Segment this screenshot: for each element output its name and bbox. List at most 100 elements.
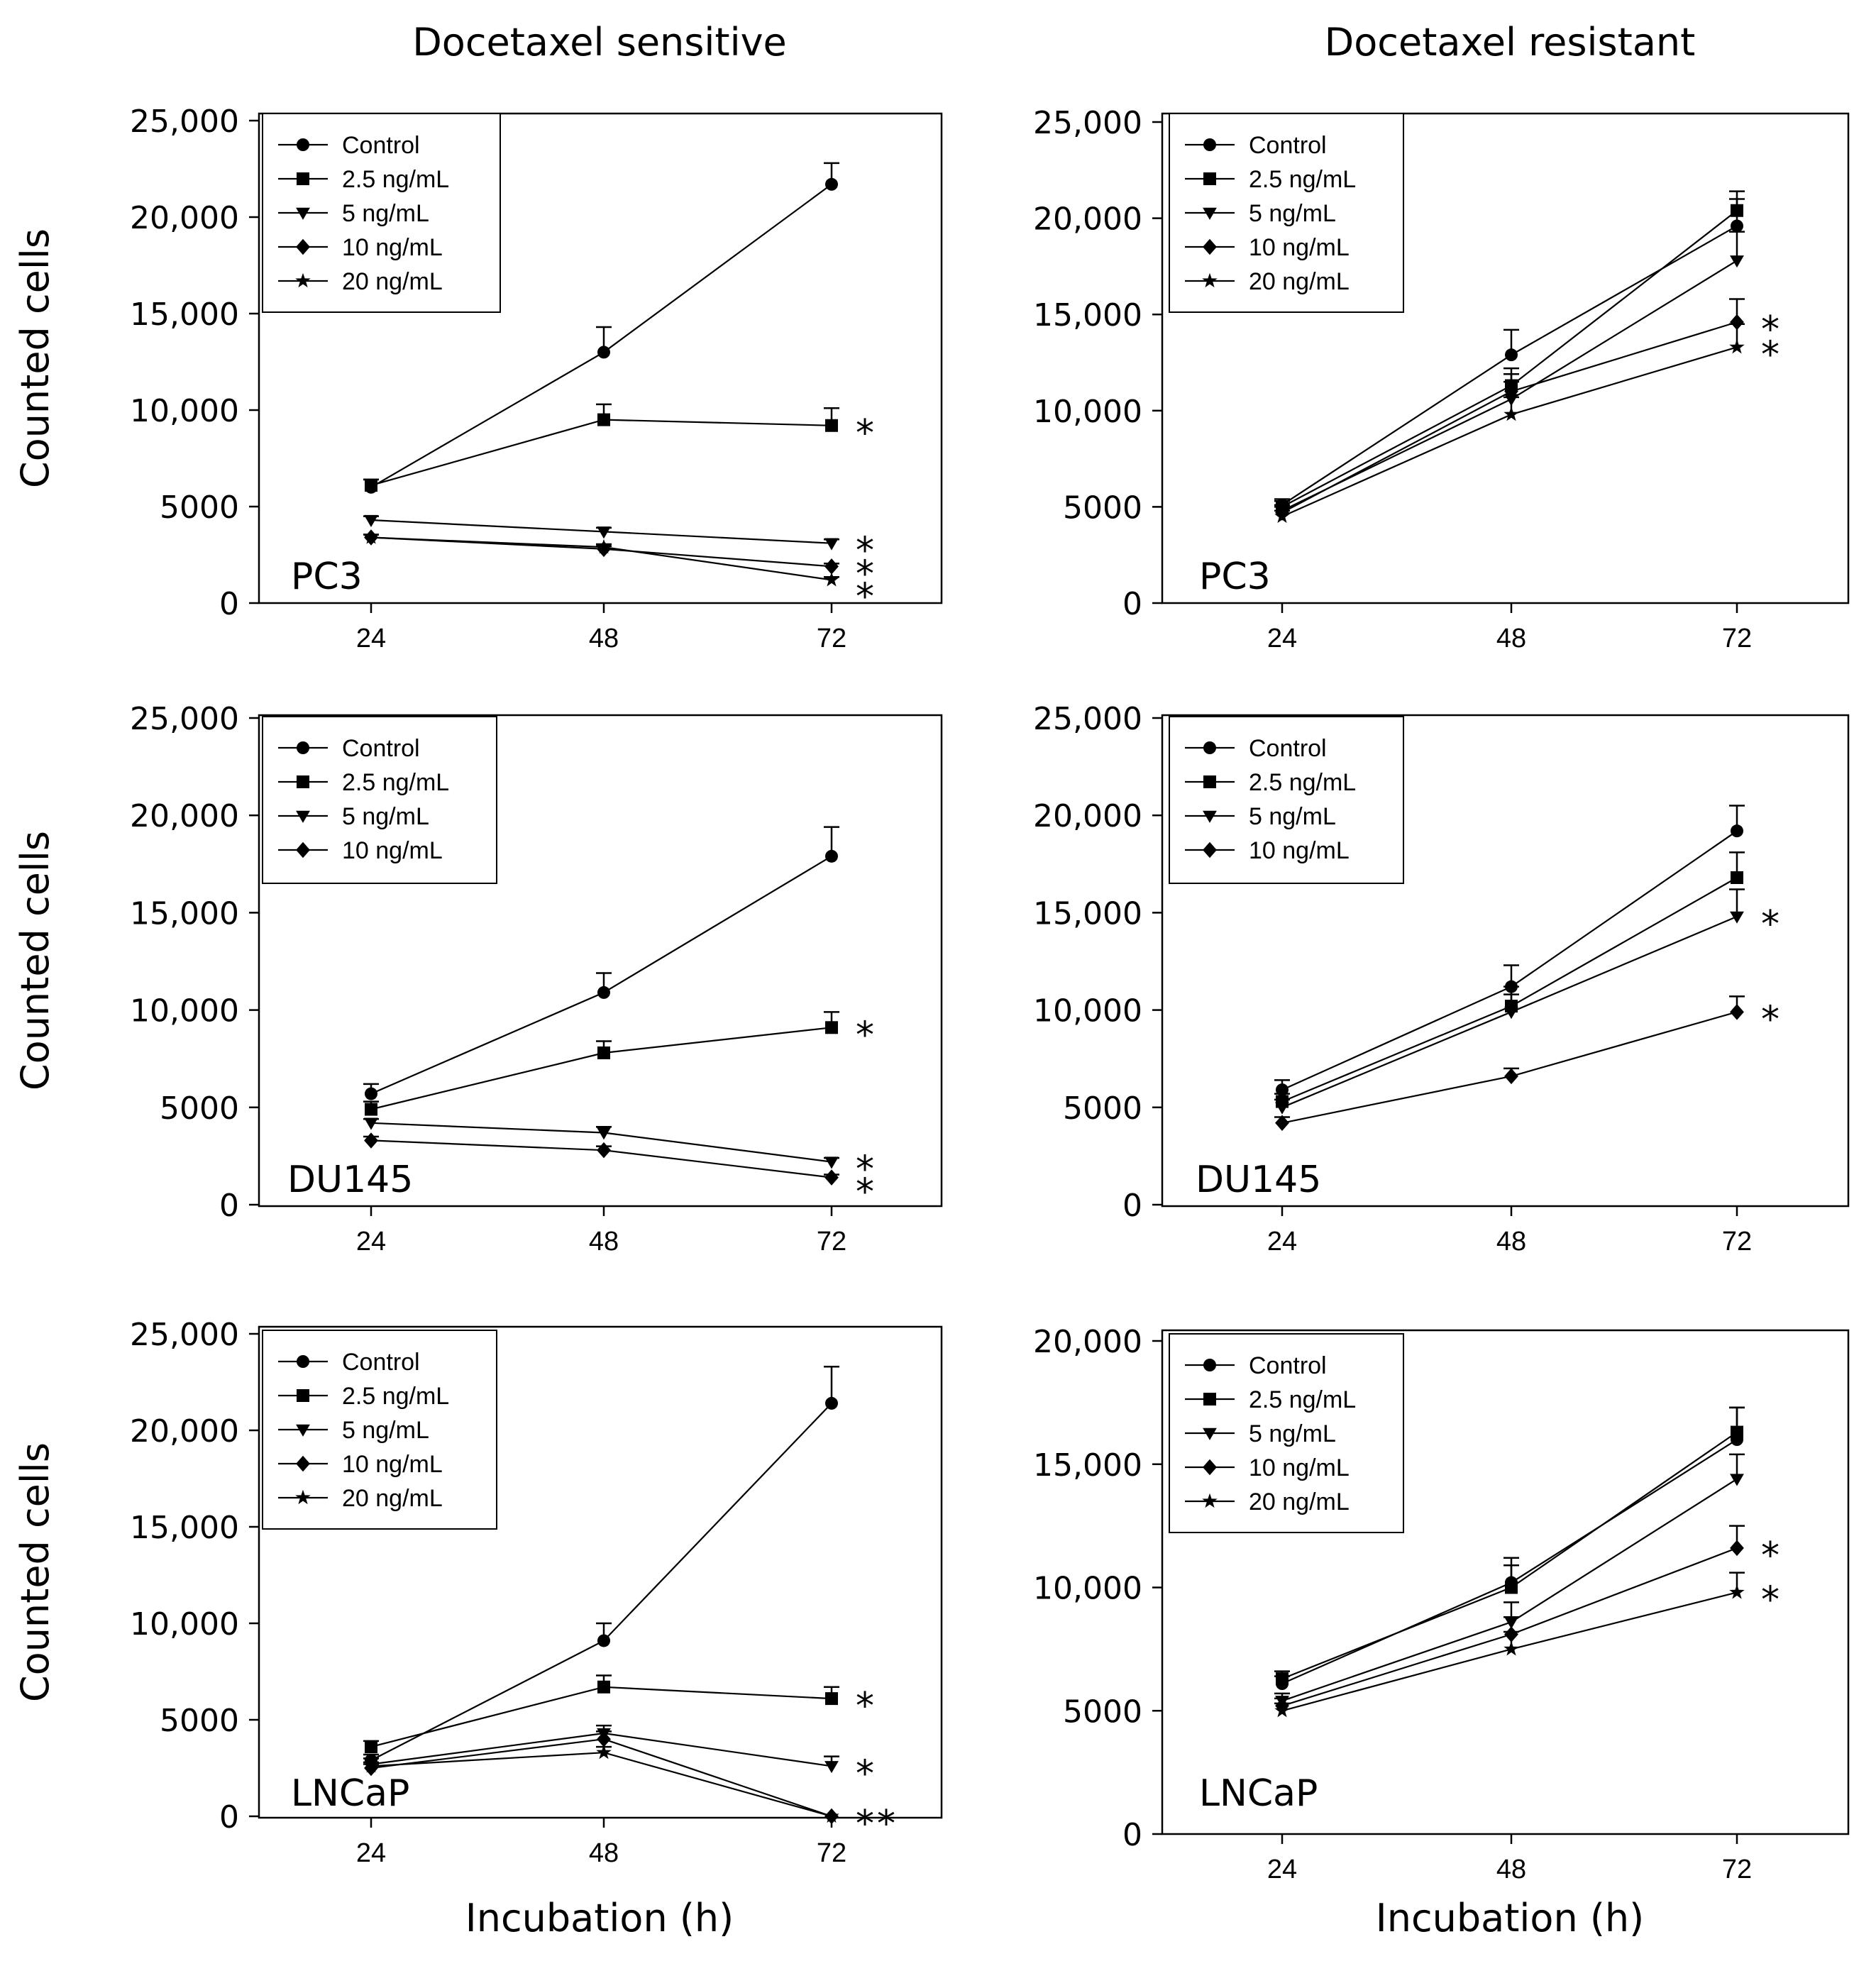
data-point — [597, 1127, 611, 1140]
legend-marker — [296, 810, 310, 823]
cell-line-label: DU145 — [1196, 1159, 1321, 1201]
significance-marker: * — [856, 1014, 874, 1056]
legend-marker — [1203, 1427, 1217, 1440]
data-point — [1504, 1007, 1518, 1020]
x-tick-label: 24 — [356, 624, 386, 653]
legend-label: 20 ng/mL — [1249, 1489, 1350, 1515]
data-point — [597, 985, 610, 999]
series-10-ng-ml — [1274, 298, 1745, 521]
significance-marker: * — [856, 1149, 874, 1191]
legend-marker — [1203, 1459, 1217, 1476]
legend: Control 2.5 ng/mL 5 ng/mL 10 ng/mL 20 ng/mL — [1169, 1333, 1404, 1533]
y-tick-label: 0 — [1122, 586, 1142, 622]
plot-frame — [1161, 112, 1850, 604]
x-tick-label: 48 — [589, 624, 619, 653]
plot-frame — [1161, 714, 1850, 1208]
x-tick-label: 24 — [1267, 624, 1297, 653]
legend-label: 20 ng/mL — [342, 1485, 443, 1512]
data-point — [364, 1132, 378, 1149]
y-tick-label: 15,000 — [1033, 1447, 1142, 1484]
x-tick-label: 48 — [589, 1227, 619, 1257]
legend-label: 5 ng/mL — [1249, 1420, 1336, 1447]
legend-marker — [297, 172, 309, 185]
x-tick-label: 48 — [1496, 624, 1526, 653]
data-point — [597, 413, 610, 426]
y-tick-label: 20,000 — [130, 798, 239, 834]
legend-label: 10 ng/mL — [342, 1451, 443, 1478]
legend-label: 10 ng/mL — [342, 234, 443, 261]
y-tick-label: 5000 — [1063, 1694, 1142, 1730]
legend-label: 2.5 ng/mL — [1249, 769, 1356, 796]
data-point — [1729, 1584, 1745, 1599]
chart-lncap-sensitive: 0 5000 10,000 15,000 20,000 25,000 24 48 72 Count… — [13, 1317, 943, 1868]
significance-marker: * — [856, 1752, 874, 1795]
chart-du145-resistant: 0 5000 10,000 15,000 20,000 25,000 24 48 72 * * Con… — [1033, 701, 1850, 1257]
legend: Control 2.5 ng/mL 5 ng/mL 10 ng/mL — [1169, 716, 1404, 884]
data-point — [1731, 824, 1743, 838]
data-point — [824, 1808, 839, 1823]
significance-marker: * — [1761, 903, 1780, 946]
data-point — [1731, 1425, 1743, 1439]
y-tick-label: 10,000 — [1033, 1571, 1142, 1607]
legend-marker — [296, 1455, 310, 1472]
x-tick-label: 24 — [1267, 1227, 1297, 1257]
y-tick-label: 5000 — [1063, 490, 1142, 526]
y-tick-label: 5000 — [160, 1090, 239, 1127]
data-point — [1504, 383, 1518, 399]
data-point — [597, 1730, 611, 1747]
plot-frame — [1161, 1329, 1850, 1835]
x-tick-label: 72 — [1722, 624, 1752, 653]
x-tick-label: 24 — [1267, 1855, 1297, 1884]
data-point — [1505, 1581, 1518, 1594]
data-point — [1729, 339, 1745, 354]
data-point — [1730, 314, 1744, 331]
data-point — [1274, 1703, 1290, 1718]
legend-marker — [1202, 272, 1218, 288]
y-tick-label: 15,000 — [130, 1510, 239, 1546]
data-point — [824, 1761, 839, 1774]
data-point — [1731, 871, 1743, 885]
series-control — [363, 826, 839, 1100]
series-10-ng-ml — [1274, 995, 1745, 1132]
legend-label: 10 ng/mL — [1249, 1454, 1350, 1481]
legend-label: 5 ng/mL — [342, 1417, 429, 1444]
y-tick-label: 25,000 — [1033, 701, 1142, 737]
series-5-ng-ml — [363, 1724, 839, 1774]
cell-line-label: LNCaP — [291, 1772, 409, 1815]
data-point — [1731, 204, 1743, 217]
x-tick-label: 72 — [817, 624, 846, 653]
significance-marker: * — [856, 553, 874, 595]
legend-label: Control — [1249, 132, 1327, 159]
legend-label: 5 ng/mL — [1249, 803, 1336, 830]
y-tick-label: 25,000 — [130, 701, 239, 737]
significance-marker: * — [856, 530, 874, 573]
x-tick-label: 48 — [1496, 1855, 1526, 1884]
data-point — [1730, 1474, 1744, 1486]
x-tick-label: 72 — [1722, 1855, 1752, 1884]
legend-marker — [1202, 1493, 1218, 1508]
y-tick-label: 10,000 — [130, 1606, 239, 1642]
cell-line-label: DU145 — [287, 1159, 413, 1201]
data-point — [824, 558, 839, 575]
y-tick-label: 15,000 — [1033, 297, 1142, 333]
series-10-ng-ml — [363, 1730, 839, 1825]
x-axis-title-resistant: Incubation (h) — [1376, 1896, 1644, 1940]
legend-marker — [296, 238, 310, 255]
legend-label: 5 ng/mL — [342, 200, 429, 227]
legend-label: 2.5 ng/mL — [1249, 1386, 1356, 1413]
data-point — [824, 572, 839, 587]
series-line — [370, 1027, 832, 1110]
chart-pc3-resistant: 0 5000 10,000 15,000 20,000 25,000 24 48 72 ** Con… — [1033, 105, 1850, 653]
legend-marker — [1203, 1393, 1216, 1406]
column-title-resistant: Docetaxel resistant — [1325, 20, 1696, 65]
data-point — [1276, 1672, 1289, 1686]
significance-marker: * — [856, 575, 874, 618]
legend-marker — [1203, 172, 1216, 185]
data-point — [1504, 1068, 1518, 1085]
chart-pc3-sensitive: 0 5000 10,000 15,000 20,000 25,000 24 48 72 Count… — [13, 104, 943, 653]
legend: Control 2.5 ng/mL 5 ng/mL 10 ng/mL 20 ng/mL — [262, 1330, 497, 1530]
data-point — [1730, 1540, 1744, 1557]
x-tick-label: 72 — [1722, 1227, 1752, 1257]
data-point — [597, 526, 611, 539]
